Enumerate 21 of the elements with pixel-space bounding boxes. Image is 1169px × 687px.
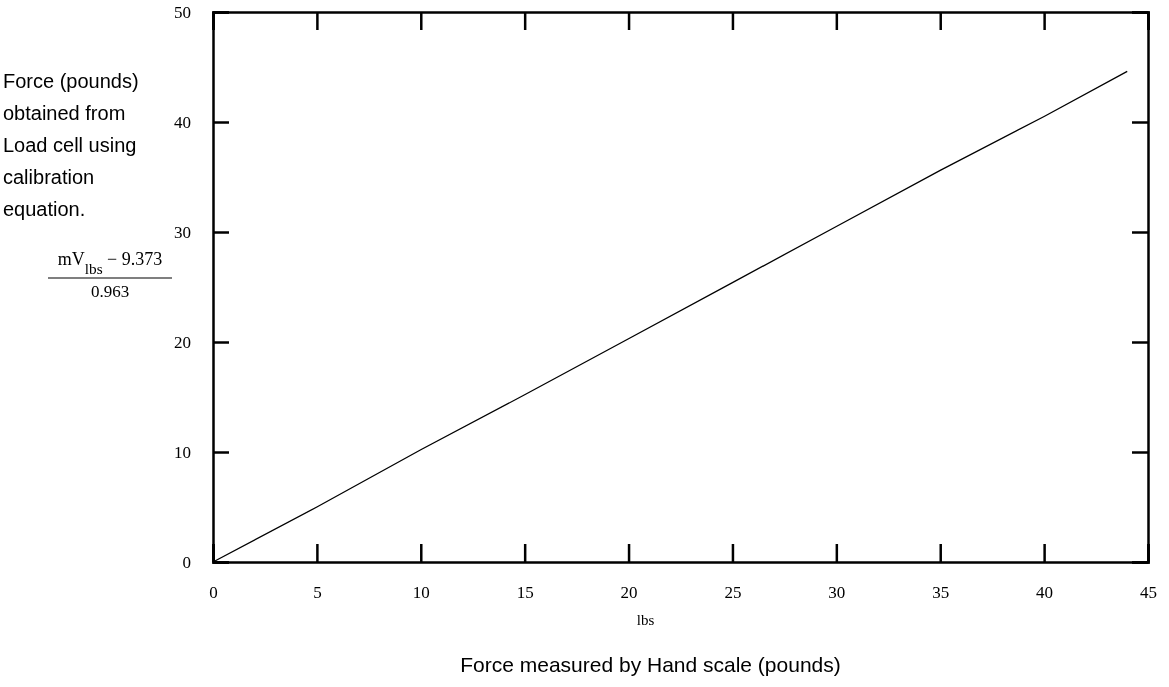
y-tick-label: 30 <box>174 222 191 242</box>
x-tick-label: 40 <box>1036 583 1054 603</box>
text: 0.963 <box>90 282 130 301</box>
x-tick-label: 30 <box>828 583 846 603</box>
y-tick-label: 20 <box>174 332 191 352</box>
y-tick-label: 40 <box>174 112 191 132</box>
x-tick-label: 35 <box>932 583 950 603</box>
text: Force measured by Hand scale (pounds) <box>460 653 841 676</box>
x-axis-title: lbs <box>636 612 655 628</box>
x-tick-label: 25 <box>724 583 742 603</box>
y-axis-title: Force (pounds) obtained from Load cell using calibration equation. <box>3 70 139 220</box>
x-tick-label: 20 <box>620 583 638 603</box>
x-tick-label: 15 <box>516 583 534 603</box>
y-tick-label: 0 <box>182 552 191 572</box>
text: mV$_{lbs}$ − 9.373 <box>57 249 163 277</box>
x-tick-label: 5 <box>313 583 322 603</box>
y-tick-label: 10 <box>174 442 191 462</box>
x-tick-label: 0 <box>209 583 218 603</box>
y-tick-label: 50 <box>174 2 191 22</box>
x-tick-label: 10 <box>412 583 430 603</box>
x-tick-label: 45 <box>1140 583 1157 603</box>
